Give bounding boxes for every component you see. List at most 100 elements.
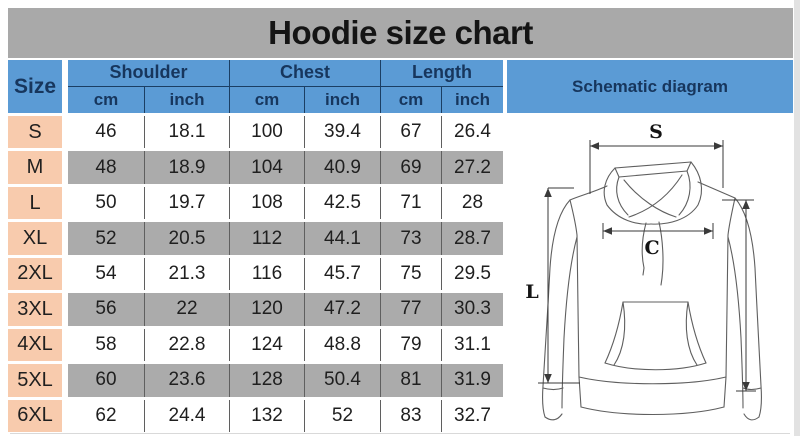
value-cell: 69: [380, 151, 441, 184]
size-chart-sheet: Hoodie size chart Size Shoulder Chest Le…: [8, 8, 793, 432]
value-cell: 20.5: [144, 222, 229, 255]
page-title: Hoodie size chart: [268, 14, 533, 51]
value-cell: 32.7: [441, 399, 503, 432]
size-cell: 3XL: [8, 293, 62, 326]
value-cell: 108: [229, 186, 304, 220]
size-cell: 5XL: [8, 364, 62, 397]
chest-arrow: [602, 223, 714, 239]
value-cell: 67: [380, 116, 441, 149]
unit-header-length-inch: inch: [441, 86, 503, 113]
value-cell: 30.3: [441, 293, 503, 326]
value-cell: 44.1: [304, 222, 380, 255]
size-cell: XL: [8, 222, 62, 255]
value-cell: 42.5: [304, 186, 380, 220]
size-cell: 6XL: [8, 399, 62, 432]
unit-header-shoulder-inch: inch: [144, 86, 229, 113]
size-cell: 2XL: [8, 257, 62, 291]
value-cell: 45.7: [304, 257, 380, 291]
value-cell: 79: [380, 328, 441, 362]
value-cell: 31.9: [441, 364, 503, 397]
length-arrow: [538, 187, 580, 384]
value-cell: 54: [68, 257, 144, 291]
size-table: Size Shoulder Chest Length cm inch cm in…: [8, 60, 793, 432]
value-cell: 21.3: [144, 257, 229, 291]
value-cell: 19.7: [144, 186, 229, 220]
value-cell: 50.4: [304, 364, 380, 397]
sleeve-arrow: [722, 199, 756, 392]
value-cell: 56: [68, 293, 144, 326]
value-cell: 29.5: [441, 257, 503, 291]
value-cell: 50: [68, 186, 144, 220]
value-cell: 73: [380, 222, 441, 255]
value-cell: 77: [380, 293, 441, 326]
value-cell: 60: [68, 364, 144, 397]
size-cell: M: [8, 151, 62, 184]
value-cell: 18.9: [144, 151, 229, 184]
value-cell: 81: [380, 364, 441, 397]
unit-header-chest-inch: inch: [304, 86, 380, 113]
value-cell: 47.2: [304, 293, 380, 326]
group-header-chest: Chest: [229, 60, 380, 87]
value-cell: 71: [380, 186, 441, 220]
value-cell: 22: [144, 293, 229, 326]
unit-header-length-cm: cm: [380, 86, 441, 113]
size-column-header: Size: [8, 60, 62, 113]
value-cell: 46: [68, 116, 144, 149]
table-row: 4XL 58 22.8 124 48.8 79 31.1: [8, 328, 793, 362]
schematic-column-header: Schematic diagram: [507, 60, 793, 113]
unit-header-shoulder-cm: cm: [68, 86, 144, 113]
value-cell: 18.1: [144, 116, 229, 149]
length-label: L: [525, 281, 538, 303]
table-header: Size Shoulder Chest Length cm inch cm in…: [8, 60, 793, 113]
value-cell: 28: [441, 186, 503, 220]
table-row: S 46 18.1 100 39.4 67 26.4: [8, 116, 793, 149]
hoodie-outline: [542, 161, 762, 421]
size-cell: 4XL: [8, 328, 62, 362]
size-cell: S: [8, 116, 62, 149]
value-cell: 39.4: [304, 116, 380, 149]
table-row: 6XL 62 24.4 132 52 83 32.7: [8, 399, 793, 432]
value-cell: 31.1: [441, 328, 503, 362]
value-cell: 128: [229, 364, 304, 397]
group-header-shoulder: Shoulder: [68, 60, 229, 87]
value-cell: 120: [229, 293, 304, 326]
group-header-length: Length: [380, 60, 503, 87]
value-cell: 22.8: [144, 328, 229, 362]
value-cell: 26.4: [441, 116, 503, 149]
table-row: XL 52 20.5 112 44.1 73 28.7: [8, 222, 793, 255]
value-cell: 104: [229, 151, 304, 184]
unit-header-chest-cm: cm: [229, 86, 304, 113]
value-cell: 48: [68, 151, 144, 184]
value-cell: 40.9: [304, 151, 380, 184]
bottom-hairline: [10, 433, 790, 434]
shoulder-arrow: [589, 140, 724, 194]
value-cell: 24.4: [144, 399, 229, 432]
value-cell: 132: [229, 399, 304, 432]
value-cell: 52: [304, 399, 380, 432]
value-cell: 112: [229, 222, 304, 255]
shoulder-label: S: [649, 121, 663, 143]
value-cell: 28.7: [441, 222, 503, 255]
size-cell: L: [8, 186, 62, 220]
value-cell: 116: [229, 257, 304, 291]
value-cell: 52: [68, 222, 144, 255]
value-cell: 100: [229, 116, 304, 149]
photo-edge-strip: [794, 0, 800, 436]
value-cell: 75: [380, 257, 441, 291]
title-band: Hoodie size chart: [8, 8, 793, 58]
value-cell: 62: [68, 399, 144, 432]
value-cell: 124: [229, 328, 304, 362]
hoodie-line-drawing: S C L: [525, 121, 762, 421]
value-cell: 23.6: [144, 364, 229, 397]
table-row: 3XL 56 22 120 47.2 77 30.3: [8, 293, 793, 326]
value-cell: 83: [380, 399, 441, 432]
table-row: 5XL 60 23.6 128 50.4 81 31.9: [8, 364, 793, 397]
table-row: M 48 18.9 104 40.9 69 27.2: [8, 151, 793, 184]
table-row: 2XL 54 21.3 116 45.7 75 29.5: [8, 257, 793, 291]
schematic-panel: S C L: [508, 116, 793, 432]
chest-label: C: [644, 237, 659, 259]
value-cell: 58: [68, 328, 144, 362]
value-cell: 48.8: [304, 328, 380, 362]
table-row: L 50 19.7 108 42.5 71 28: [8, 186, 793, 220]
